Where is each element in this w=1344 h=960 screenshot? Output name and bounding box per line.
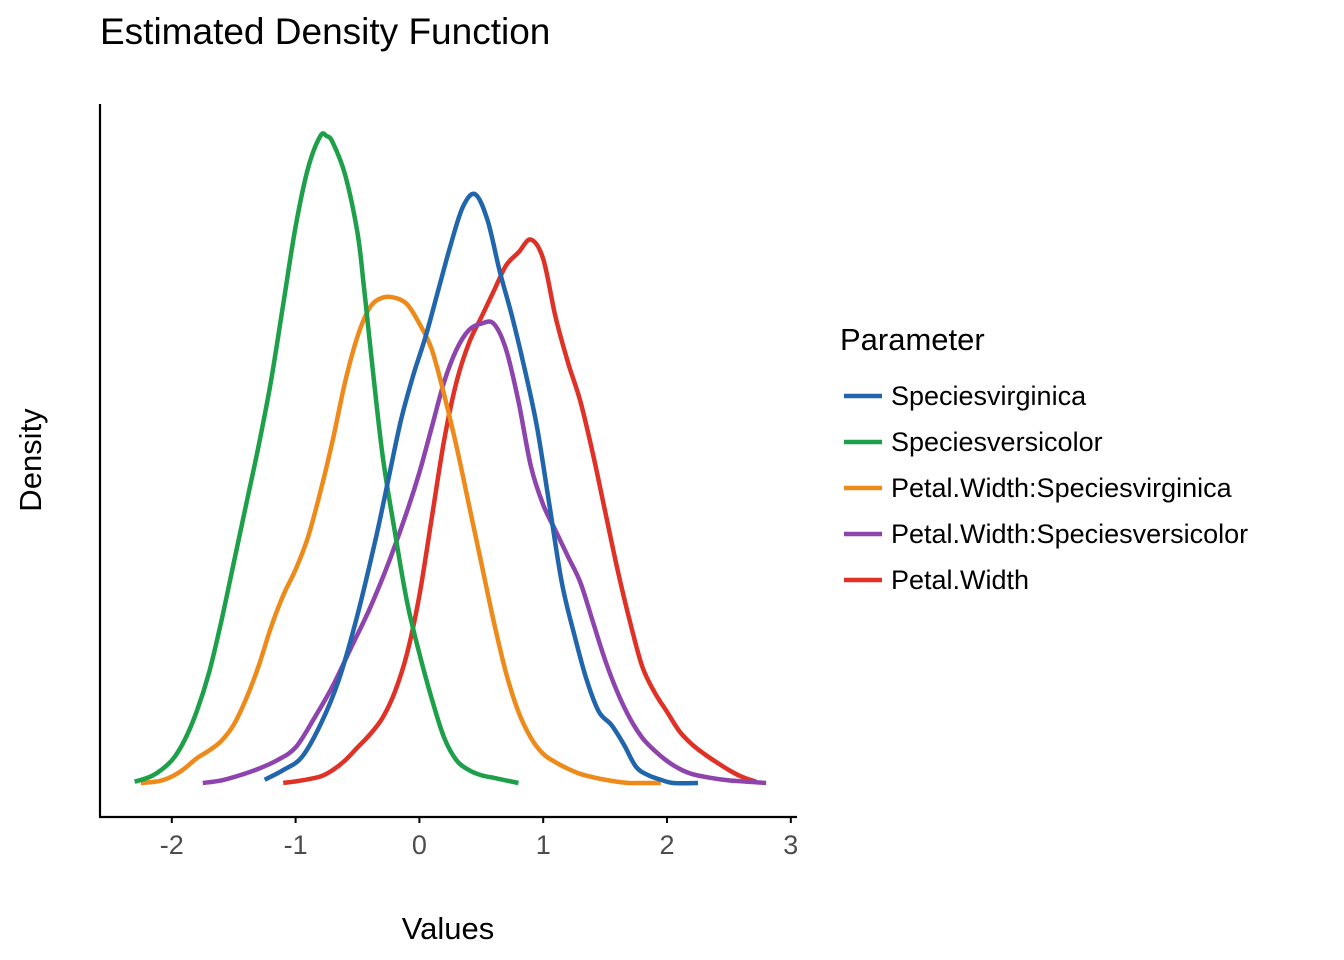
y-axis-title: Density — [13, 408, 48, 512]
x-tick-label: 2 — [659, 830, 674, 860]
legend-label: Speciesvirginica — [891, 381, 1087, 411]
plot-area: -2 -1 0 1 2 3 — [98, 104, 798, 860]
series-line-speciesversicolor — [133, 131, 519, 786]
x-tick-label: -2 — [160, 830, 184, 860]
legend: Parameter Speciesvirginica Speciesversico… — [840, 322, 1248, 595]
legend-items: Speciesvirginica Speciesversicolor Petal.W… — [844, 381, 1248, 595]
x-tick-label: -1 — [284, 830, 308, 860]
x-tick-label: 3 — [783, 830, 798, 860]
x-tick-label: 0 — [412, 830, 427, 860]
series-line-speciesvirginica — [263, 191, 698, 786]
x-tick-label: 1 — [536, 830, 551, 860]
x-ticks: -2 -1 0 1 2 3 — [160, 817, 798, 860]
legend-label: Petal.Width — [891, 565, 1029, 595]
legend-label: Speciesversicolor — [891, 427, 1103, 457]
legend-label: Petal.Width:Speciesversicolor — [891, 519, 1248, 549]
legend-label: Petal.Width:Speciesvirginica — [891, 473, 1233, 503]
chart-title: Estimated Density Function — [100, 11, 550, 52]
series-line-petal-width — [282, 237, 757, 786]
series-layer — [133, 131, 767, 786]
series-line-petal-width-speciesversicolor — [202, 319, 767, 786]
x-axis-title: Values — [402, 911, 495, 946]
legend-title: Parameter — [840, 322, 985, 357]
series-line-petal-width-speciesvirginica — [140, 294, 661, 786]
